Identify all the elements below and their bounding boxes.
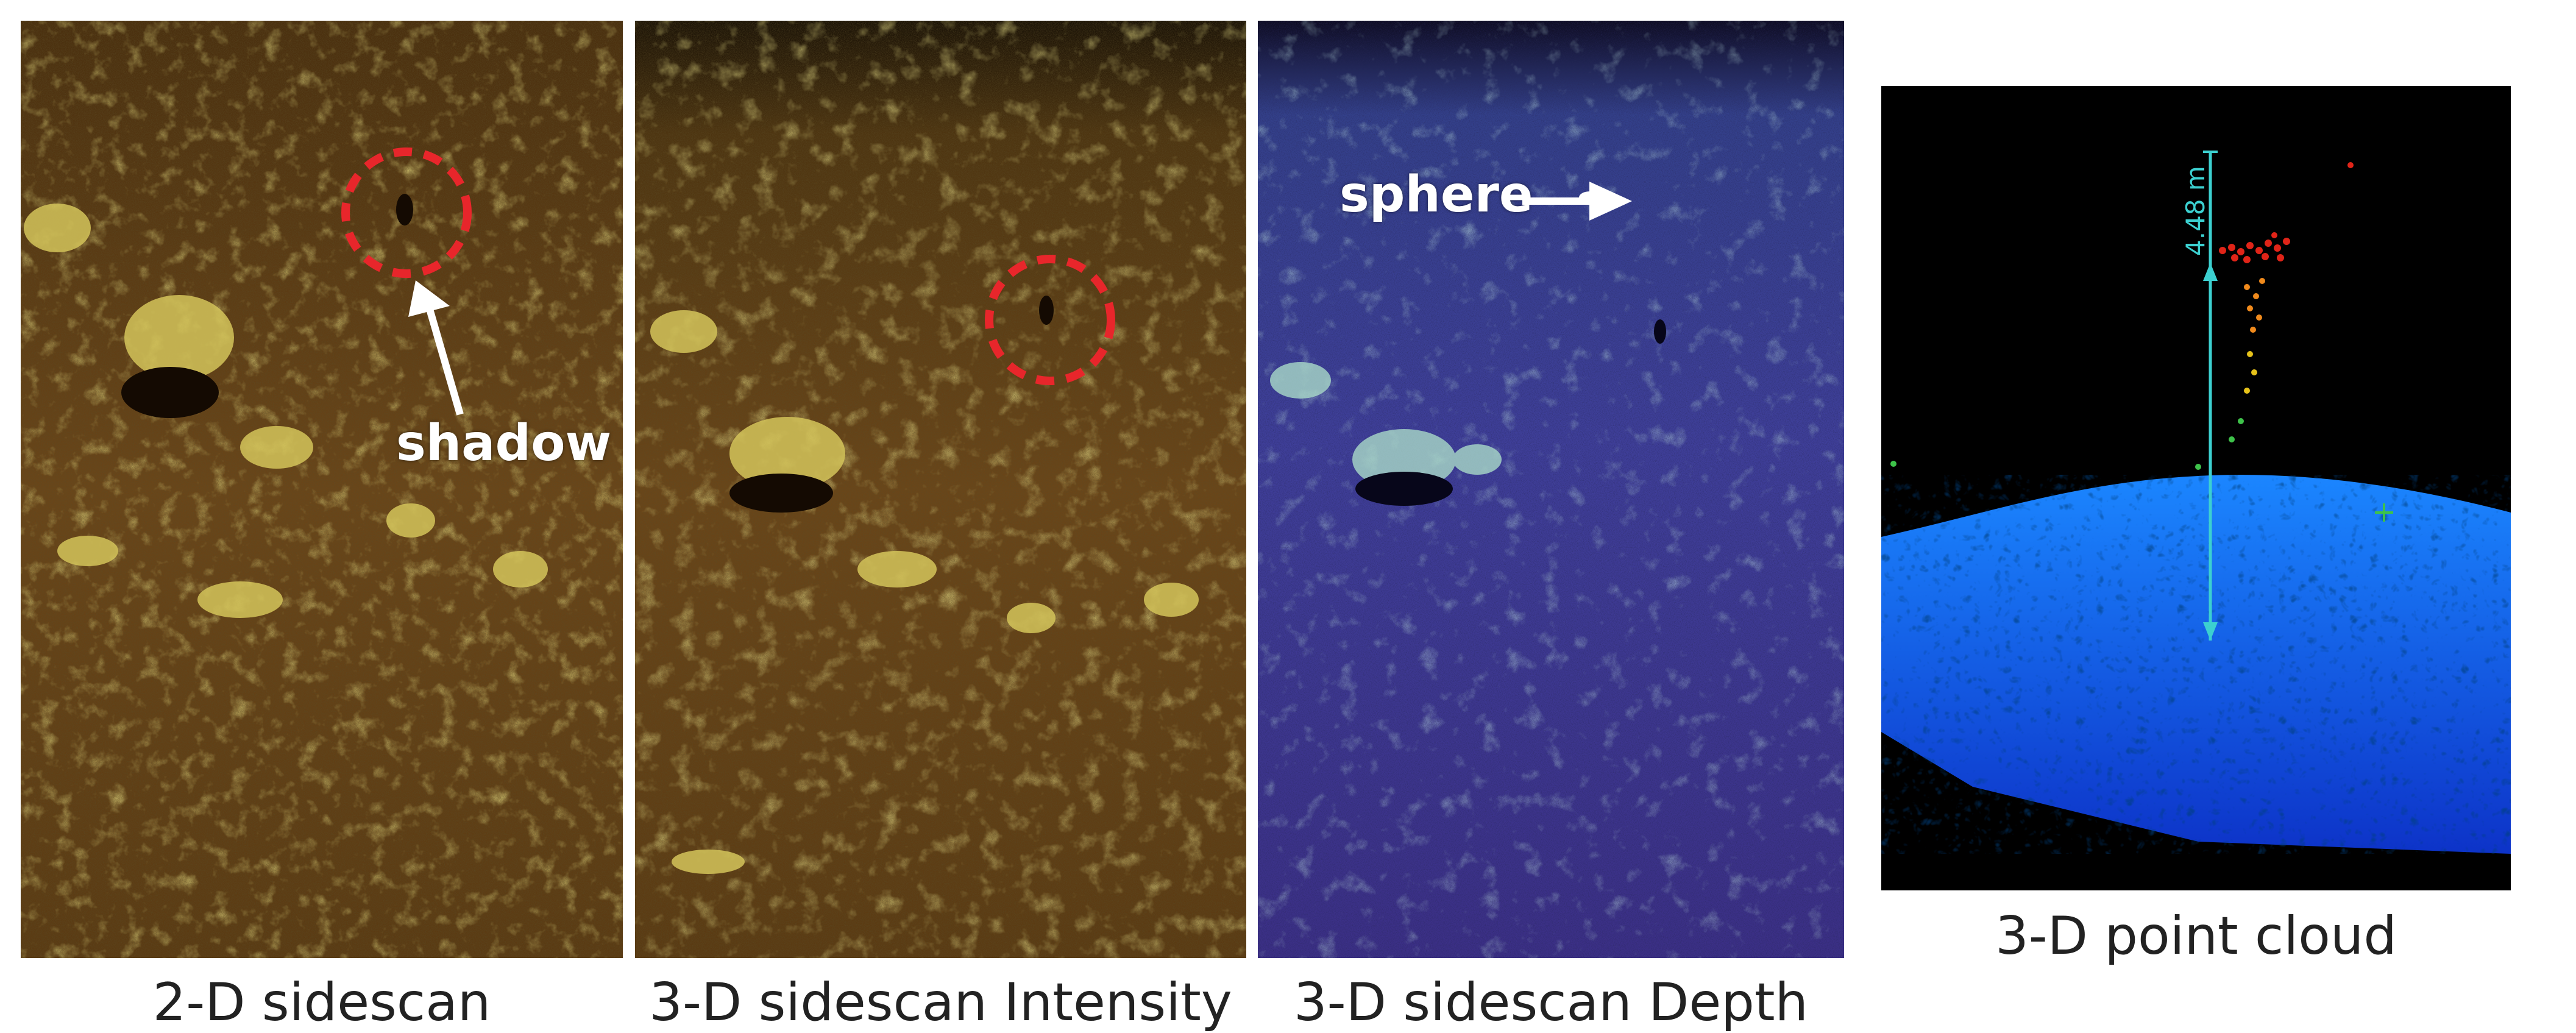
height-scale-label: 4.48 m	[2180, 166, 2210, 256]
sphere-arrow	[1522, 182, 1632, 221]
caption-2d-sidescan: 2-D sidescan	[152, 972, 491, 1033]
shadow-highlight-circle-intensity	[985, 255, 1115, 385]
shadow-label: shadow	[396, 414, 612, 472]
shadow-arrow	[408, 280, 464, 416]
scale-arrow	[2203, 151, 2218, 641]
sidescan-3d-intensity-image	[635, 21, 1246, 958]
object-points	[1890, 162, 2393, 522]
caption-3d-sidescan-depth: 3-D sidescan Depth	[1293, 972, 1809, 1033]
sidescan-2d-image	[21, 21, 623, 958]
point-cloud-3d-image	[1881, 86, 2511, 890]
caption-3d-point-cloud: 3-D point cloud	[1995, 906, 2397, 967]
sidescan-3d-depth-image	[1258, 21, 1844, 958]
caption-3d-sidescan-intensity: 3-D sidescan Intensity	[649, 972, 1232, 1033]
sphere-label: sphere	[1339, 166, 1533, 224]
shadow-highlight-circle	[341, 147, 472, 278]
